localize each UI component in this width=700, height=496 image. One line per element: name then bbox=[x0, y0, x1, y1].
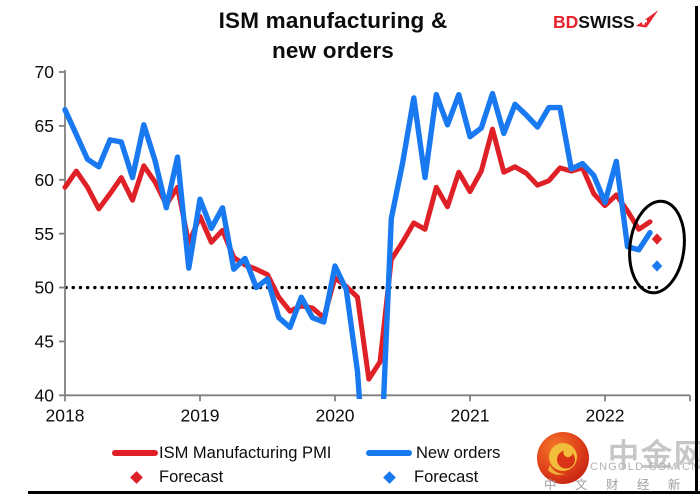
legend-label-new-orders: New orders bbox=[416, 444, 501, 462]
tick-labels: 40 45 50 55 60 65 70 2018 2019 2020 2021 2022 bbox=[35, 62, 625, 425]
series-line-new-orders bbox=[62, 90, 653, 399]
y-tick-label: 70 bbox=[35, 62, 55, 82]
y-tick-label: 65 bbox=[35, 116, 54, 136]
legend-label-ism-pmi: ISM Manufacturing PMI bbox=[159, 444, 332, 462]
forecast-diamond-ism-pmi bbox=[651, 233, 663, 245]
y-tick-label: 55 bbox=[35, 224, 54, 244]
frame-right-border bbox=[695, 6, 698, 494]
legend-label-forecast-blue: Forecast bbox=[414, 468, 479, 486]
x-tick-label: 2021 bbox=[451, 405, 490, 425]
y-tick-label: 40 bbox=[35, 386, 55, 406]
x-tick-label: 2019 bbox=[181, 405, 220, 425]
chart-title-line2: new orders bbox=[271, 38, 395, 63]
bdswiss-logo: BDSWISS bbox=[553, 10, 659, 33]
bdswiss-logo-swiss: SWISS bbox=[578, 12, 635, 32]
axes bbox=[59, 70, 691, 402]
cngold-domain: CNGOLD.COM.CN bbox=[590, 461, 700, 473]
bdswiss-logo-bd: BD bbox=[553, 12, 579, 32]
y-tick-label: 45 bbox=[35, 332, 54, 352]
cngold-logo-icon bbox=[537, 432, 589, 484]
series-line-ism-pmi bbox=[62, 126, 653, 382]
frame-bottom-border bbox=[28, 491, 700, 494]
legend-swatch-new-orders bbox=[366, 450, 412, 456]
forecast-highlight-ellipse bbox=[628, 199, 686, 295]
forecast-diamond-new-orders bbox=[651, 260, 663, 272]
cngold-watermark: 中金网 CNGOLD.COM.CN 中 文 财 经 新 媒 体 bbox=[530, 428, 700, 492]
y-tick-label: 60 bbox=[35, 170, 55, 190]
cngold-name: 中金网 bbox=[608, 438, 700, 473]
x-tick-label: 2022 bbox=[586, 405, 625, 425]
legend-label-forecast-red: Forecast bbox=[159, 468, 224, 486]
cngold-tagline: 中 文 财 经 新 媒 体 bbox=[544, 478, 700, 492]
chart-title-line1: ISM manufacturing & bbox=[218, 8, 448, 33]
bdswiss-arrow-icon bbox=[635, 10, 659, 28]
y-tick-label: 50 bbox=[35, 278, 55, 298]
legend-swatch-ism-pmi bbox=[112, 450, 158, 456]
chart-title: ISM manufacturing & new orders bbox=[103, 6, 563, 66]
x-tick-label: 2020 bbox=[316, 405, 355, 425]
x-tick-label: 2018 bbox=[46, 405, 85, 425]
